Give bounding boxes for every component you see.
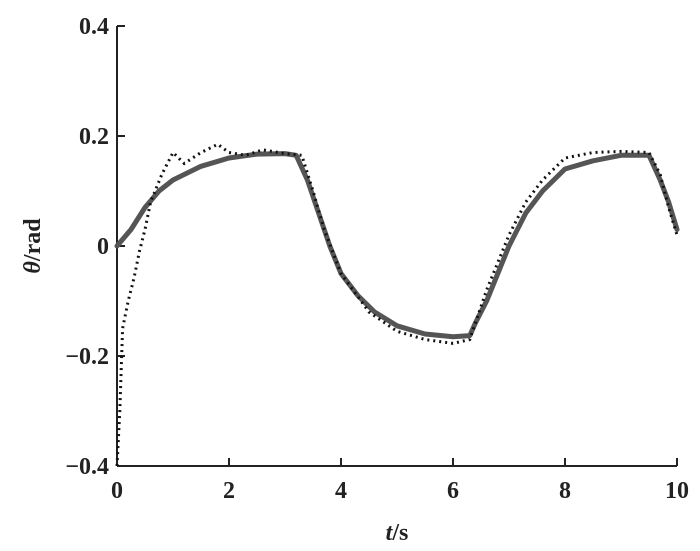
y-axis-label-italic: θ (20, 261, 46, 274)
x-tick-label: 6 (447, 478, 459, 504)
x-axis-label: t/s (386, 520, 409, 546)
x-tick-label: 10 (665, 478, 689, 504)
axes (116, 26, 677, 467)
y-tick-label: 0 (97, 234, 109, 260)
y-tick-label: −0.2 (65, 344, 109, 370)
series-line-solid (114, 151, 680, 340)
y-tick-label: 0.4 (79, 14, 109, 40)
x-tick-label: 8 (559, 478, 571, 504)
tick-group: 0 2 4 6 8 10 0.4 0.2 0 −0.2 −0.4 (65, 14, 689, 504)
x-tick-label: 4 (335, 478, 347, 504)
series-line-dotted (115, 142, 679, 467)
x-axis-label-unit: /s (391, 520, 408, 546)
y-axis-label: θ/rad (20, 218, 46, 274)
x-axis-label-italic: t (386, 520, 394, 546)
y-tick-label: 0.2 (79, 124, 109, 150)
y-tick-label: −0.4 (65, 454, 109, 480)
x-tick-label: 2 (223, 478, 235, 504)
x-tick-label: 0 (111, 478, 123, 504)
y-axis-label-unit: /rad (20, 218, 46, 262)
series-layer (114, 142, 680, 467)
